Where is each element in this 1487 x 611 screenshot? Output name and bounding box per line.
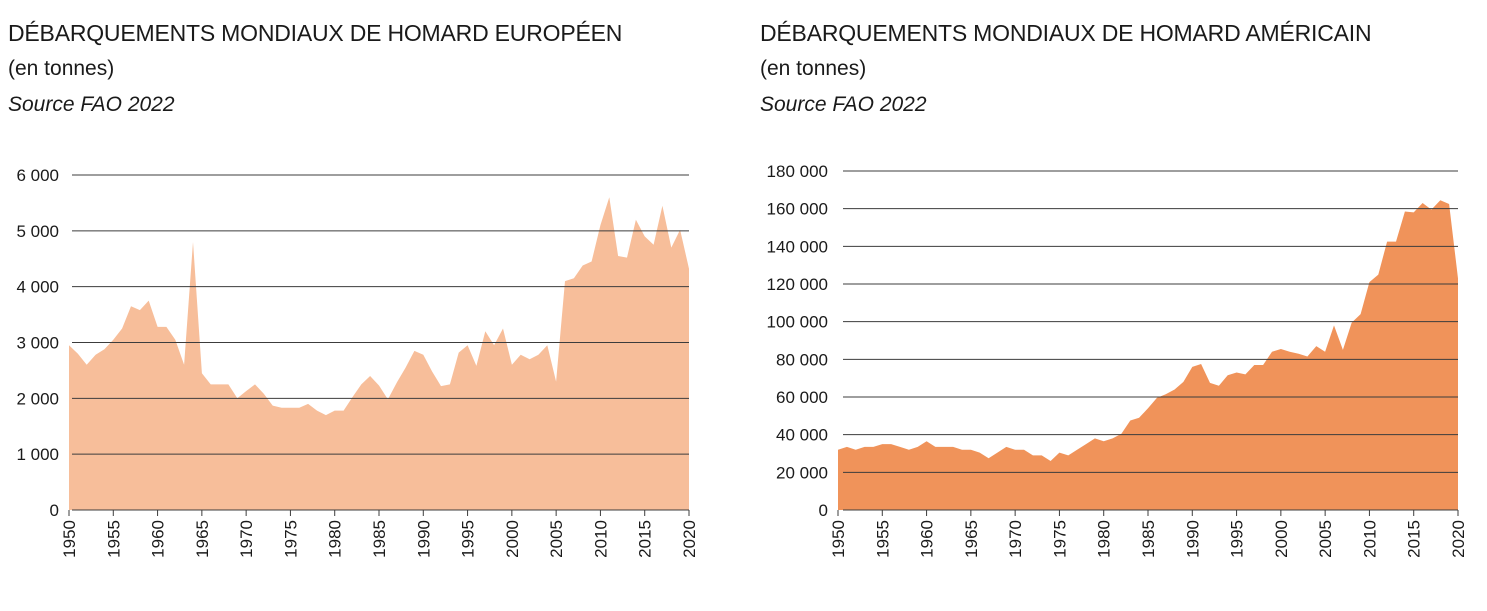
y-tick-label: 60 000: [776, 388, 828, 407]
y-tick-label: 3 000: [16, 334, 59, 353]
x-tick-label: 1965: [193, 520, 212, 558]
y-tick-label: 120 000: [767, 275, 828, 294]
y-tick-label: 160 000: [767, 200, 828, 219]
x-tick-label: 1995: [1228, 520, 1247, 558]
y-tick-label: 6 000: [16, 166, 59, 185]
x-tick-label: 1980: [326, 520, 345, 558]
area-chart-american: 0 20 000 40 000 60 000 80 000 100 000 120 000 1…: [767, 162, 1468, 558]
x-tick-label: 1970: [1006, 520, 1025, 558]
x-tick-label: 1985: [1139, 520, 1158, 558]
y-tick-label: 0: [50, 501, 59, 520]
x-tick-label: 2015: [636, 520, 655, 558]
area-series: [838, 200, 1458, 510]
x-tick-label: 1985: [370, 520, 389, 558]
y-tick-label: 4 000: [16, 278, 59, 297]
x-tick-label: 1965: [962, 520, 981, 558]
x-tick-label: 1960: [149, 520, 168, 558]
y-tick-label: 2 000: [16, 389, 59, 408]
y-tick-label: 80 000: [776, 350, 828, 369]
x-tick-label: 1970: [237, 520, 256, 558]
x-tick-label: 2010: [1360, 520, 1379, 558]
x-tick-label: 1960: [918, 520, 937, 558]
chart-title: DÉBARQUEMENTS MONDIAUX DE HOMARD AMÉRICA…: [760, 20, 1372, 46]
chart-source: Source FAO 2022: [760, 93, 927, 116]
x-tick-label: 2010: [591, 520, 610, 558]
y-tick-label: 20 000: [776, 463, 828, 482]
x-tick-label: 1955: [873, 520, 892, 558]
y-tick-label: 180 000: [767, 162, 828, 181]
x-tick-label: 1975: [281, 520, 300, 558]
x-tick-label: 1975: [1050, 520, 1069, 558]
chart-source: Source FAO 2022: [8, 93, 175, 116]
x-tick-label: 2015: [1405, 520, 1424, 558]
y-tick-label: 0: [819, 501, 828, 520]
x-tick-label: 2020: [680, 520, 699, 558]
y-tick-label: 40 000: [776, 426, 828, 445]
y-tick-label: 5 000: [16, 222, 59, 241]
x-tick-label: 1950: [829, 520, 848, 558]
x-tick-label: 2005: [1316, 520, 1335, 558]
y-tick-label: 140 000: [767, 237, 828, 256]
x-tick-label: 1980: [1095, 520, 1114, 558]
chart-title: DÉBARQUEMENTS MONDIAUX DE HOMARD EUROPÉE…: [8, 20, 623, 46]
area-series: [69, 197, 689, 511]
x-tick-label: 1990: [1183, 520, 1202, 558]
chart-panel-american: DÉBARQUEMENTS MONDIAUX DE HOMARD AMÉRICA…: [744, 0, 1487, 611]
area-chart-european: 0 1 000 2 000 3 000 4 000 5 000 6 000 1950 1955 1…: [16, 166, 699, 558]
x-tick-label: 1950: [60, 520, 79, 558]
x-tick-label: 2005: [547, 520, 566, 558]
x-tick-label: 2000: [1272, 520, 1291, 558]
x-tick-label: 1990: [414, 520, 433, 558]
x-tick-label: 1955: [104, 520, 123, 558]
x-tick-label: 1995: [459, 520, 478, 558]
chart-subtitle: (en tonnes): [760, 57, 867, 80]
y-tick-label: 100 000: [767, 313, 828, 332]
chart-panel-european: DÉBARQUEMENTS MONDIAUX DE HOMARD EUROPÉE…: [0, 0, 740, 611]
chart-subtitle: (en tonnes): [8, 57, 115, 80]
y-tick-label: 1 000: [16, 445, 59, 464]
x-tick-label: 2000: [503, 520, 522, 558]
x-tick-label: 2020: [1449, 520, 1468, 558]
